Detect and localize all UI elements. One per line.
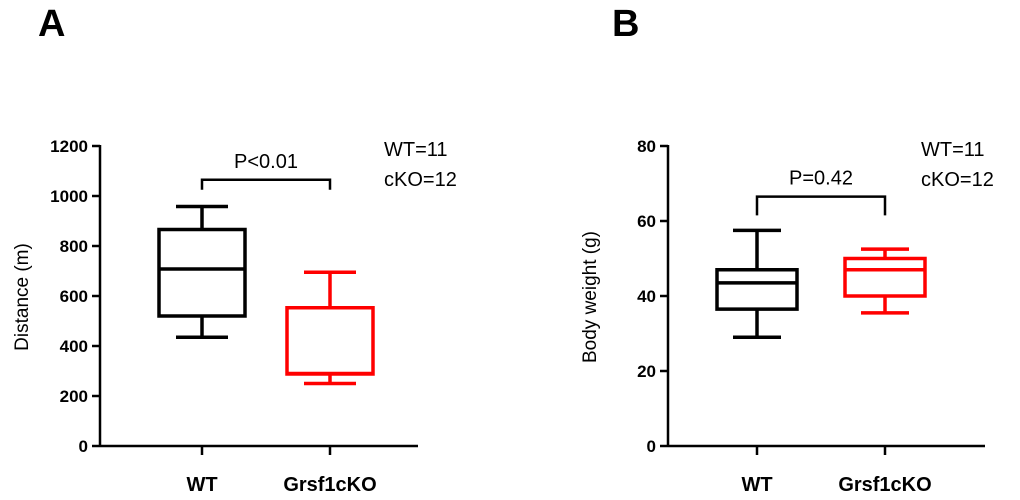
chart-b: 0 20 40 60 80 WT Grsf1cKO P=0.42 [637,137,985,496]
iqr-box [285,306,375,376]
significance-bracket-a [200,178,332,190]
x-category-label-a-0: WT [186,474,217,496]
panel-label-b: B [612,3,639,45]
x-category-label-b-1: Grsf1cKO [838,474,931,496]
x-category-label-b-0: WT [741,474,772,496]
y-tick-label-a-0: 0 [79,437,88,456]
y-tick-label-b-0: 0 [647,437,656,456]
y-tick-label-a-800: 800 [60,237,88,256]
panel-b: B 0 20 40 60 80 WT Grsf1cKO P=0.42 Body weight … [580,3,994,496]
y-tick-label-b-60: 60 [637,212,656,231]
y-axis-title-b: Body weight (g) [580,231,601,363]
y-tick-label-a-600: 600 [60,287,88,306]
annotation-b-cko-n: cKO=12 [921,169,994,191]
significance-label-b: P=0.42 [789,168,853,190]
iqr-box [843,256,927,298]
box-b-0 [715,228,799,339]
box-a-1 [285,270,375,386]
annotation-a-wt-n: WT=11 [384,139,448,161]
chart-a: 0 200 400 600 800 1000 1200 WT Grsf1cKO P<0.01 [50,137,418,496]
box-a-0 [157,204,247,339]
box-b-1 [843,247,927,315]
y-axis-title-a: Distance (m) [12,243,33,351]
significance-bracket-b [755,195,887,216]
y-tick-label-a-1200: 1200 [50,137,88,156]
x-category-label-a-1: Grsf1cKO [283,474,376,496]
y-tick-label-b-40: 40 [637,287,656,306]
y-tick-label-a-1000: 1000 [50,187,88,206]
iqr-box [715,268,799,311]
y-tick-label-a-400: 400 [60,337,88,356]
significance-label-a: P<0.01 [234,151,298,173]
panel-label-a: A [38,3,65,45]
y-tick-label-a-200: 200 [60,387,88,406]
y-tick-label-b-80: 80 [637,137,656,156]
annotation-a-cko-n: cKO=12 [384,169,457,191]
y-tick-label-b-20: 20 [637,362,656,381]
annotation-b-wt-n: WT=11 [921,139,985,161]
iqr-box [157,227,247,318]
